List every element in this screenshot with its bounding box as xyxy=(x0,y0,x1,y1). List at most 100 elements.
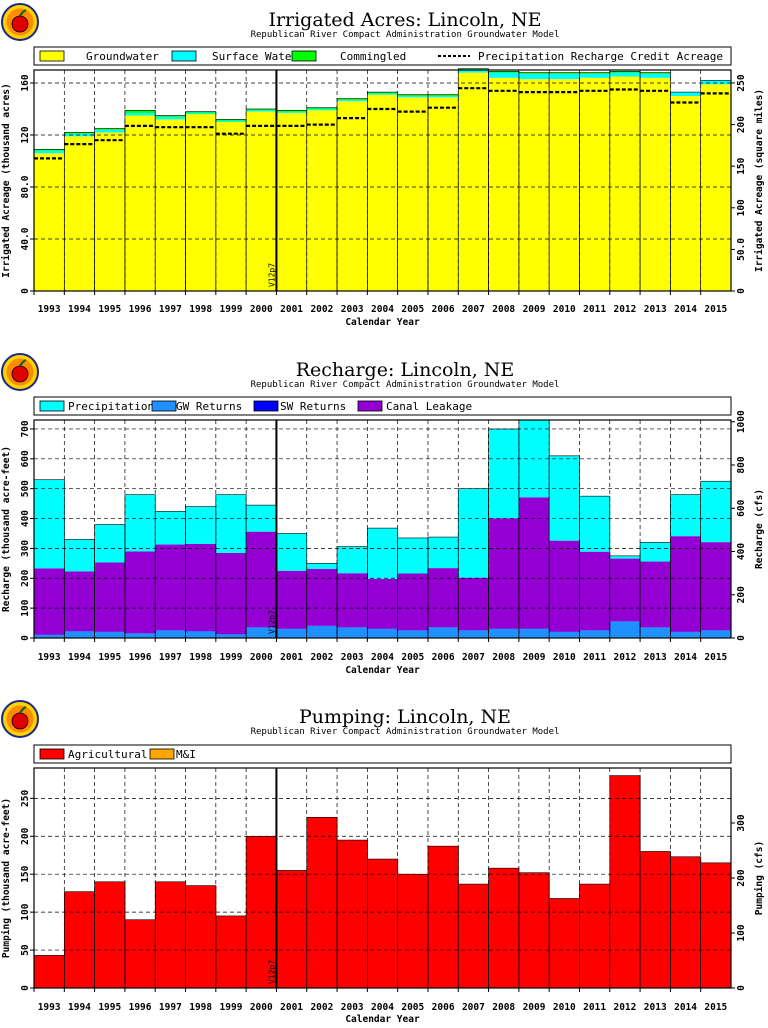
bar-agricultural xyxy=(155,882,186,988)
bar-groundwater xyxy=(670,96,701,291)
bar-groundwater xyxy=(489,78,520,291)
bar-agricultural xyxy=(579,884,610,988)
apple-logo-icon xyxy=(2,701,38,737)
bar-agricultural xyxy=(640,851,671,988)
chart-title: Irrigated Acres: Lincoln, NE xyxy=(268,9,541,31)
y-right-tick-label: 400 xyxy=(736,543,747,560)
y-tick-label: 0 xyxy=(20,985,31,991)
bar-surface-water xyxy=(125,113,156,116)
bar-canal-leakage xyxy=(216,553,247,634)
y-tick-label: 120 xyxy=(20,126,31,143)
bar-agricultural xyxy=(701,863,732,988)
bar-gw-returns xyxy=(307,626,338,638)
bar-gw-returns xyxy=(670,632,701,638)
x-tick-label: 2001 xyxy=(280,1002,303,1013)
y-tick-label: 40.0 xyxy=(20,227,31,250)
x-tick-label: 1997 xyxy=(159,1002,182,1013)
x-tick-label: 2014 xyxy=(674,652,697,663)
bar-surface-water xyxy=(337,100,368,101)
bar-groundwater xyxy=(337,101,368,291)
bar-canal-leakage xyxy=(367,579,398,629)
legend-entry: Precipitation xyxy=(68,400,154,413)
x-tick-label: 2011 xyxy=(583,304,606,315)
x-tick-label: 2012 xyxy=(613,652,636,663)
legend-swatch xyxy=(358,401,382,411)
bar-agricultural xyxy=(519,873,550,988)
y-tick-label: 150 xyxy=(20,865,31,882)
x-tick-label: 2011 xyxy=(583,1002,606,1013)
x-tick-label: 1994 xyxy=(68,304,91,315)
x-tick-label: 2000 xyxy=(250,304,273,315)
bar-gw-returns xyxy=(489,629,520,638)
x-tick-label: 2008 xyxy=(492,1002,515,1013)
bar-precipitation xyxy=(125,495,156,552)
bar-groundwater xyxy=(186,114,217,291)
x-tick-label: 2009 xyxy=(523,1002,546,1013)
legend-swatch xyxy=(254,401,278,411)
version-marker-label: V12p7 xyxy=(267,263,276,287)
bar-surface-water xyxy=(549,74,580,79)
x-tick-label: 2008 xyxy=(492,652,515,663)
bar-gw-returns xyxy=(155,631,186,638)
y-right-tick-label: 200 xyxy=(736,116,747,133)
y-right-tick-label: 50.0 xyxy=(736,238,747,261)
legend-entry: Canal Leakage xyxy=(386,400,472,413)
x-tick-label: 2013 xyxy=(644,652,667,663)
bar-precipitation xyxy=(367,528,398,579)
bar-canal-leakage xyxy=(64,571,95,631)
x-tick-label: 1995 xyxy=(98,304,121,315)
x-tick-label: 1998 xyxy=(189,652,212,663)
x-tick-label: 2000 xyxy=(250,1002,273,1013)
x-tick-label: 2003 xyxy=(341,1002,364,1013)
x-tick-label: 1998 xyxy=(189,304,212,315)
bar-surface-water xyxy=(246,110,277,111)
x-tick-label: 2007 xyxy=(462,652,485,663)
bar-agricultural xyxy=(216,916,247,988)
bar-groundwater xyxy=(125,116,156,292)
x-tick-label: 2005 xyxy=(401,1002,424,1013)
y-right-tick-label: 100 xyxy=(736,199,747,216)
bar-canal-leakage xyxy=(125,551,156,633)
x-tick-label: 1996 xyxy=(129,304,152,315)
y-tick-label: 200 xyxy=(20,569,31,586)
bar-gw-returns xyxy=(428,628,459,638)
bar-gw-returns xyxy=(337,628,368,638)
bar-precipitation xyxy=(670,495,701,537)
chart-subtitle: Republican River Compact Administration … xyxy=(251,380,560,390)
bar-agricultural xyxy=(367,859,398,988)
bar-surface-water xyxy=(186,113,217,114)
bar-groundwater xyxy=(701,84,732,291)
y-tick-label: 50 xyxy=(20,944,31,956)
bar-gw-returns xyxy=(701,631,732,638)
bar-canal-leakage xyxy=(579,552,610,631)
bar-surface-water xyxy=(307,109,338,110)
x-tick-label: 2010 xyxy=(553,652,576,663)
bar-canal-leakage xyxy=(519,497,550,628)
bar-surface-water xyxy=(519,74,550,79)
bar-agricultural xyxy=(428,846,459,988)
bar-canal-leakage xyxy=(458,578,489,631)
x-tick-label: 2005 xyxy=(401,304,424,315)
y-right-tick-label: 150 xyxy=(736,157,747,174)
bar-agricultural xyxy=(337,840,368,988)
x-tick-label: 1998 xyxy=(189,1002,212,1013)
bar-gw-returns xyxy=(276,629,307,638)
bar-gw-returns xyxy=(186,631,217,638)
bar-precipitation xyxy=(337,547,368,574)
x-tick-label: 1993 xyxy=(38,304,61,315)
y-tick-label: 100 xyxy=(20,903,31,920)
x-axis-label: Calendar Year xyxy=(345,1014,420,1024)
y-tick-label: 700 xyxy=(20,420,31,437)
y-tick-label: 250 xyxy=(20,789,31,806)
bar-groundwater xyxy=(579,78,610,291)
bar-precipitation xyxy=(428,537,459,568)
x-tick-label: 2004 xyxy=(371,1002,394,1013)
bar-canal-leakage xyxy=(276,571,307,629)
bar-canal-leakage xyxy=(95,562,126,631)
x-tick-label: 2004 xyxy=(371,304,394,315)
y-tick-label: 0 xyxy=(20,288,31,294)
x-axis-label: Calendar Year xyxy=(345,665,420,676)
x-tick-label: 1995 xyxy=(98,652,121,663)
